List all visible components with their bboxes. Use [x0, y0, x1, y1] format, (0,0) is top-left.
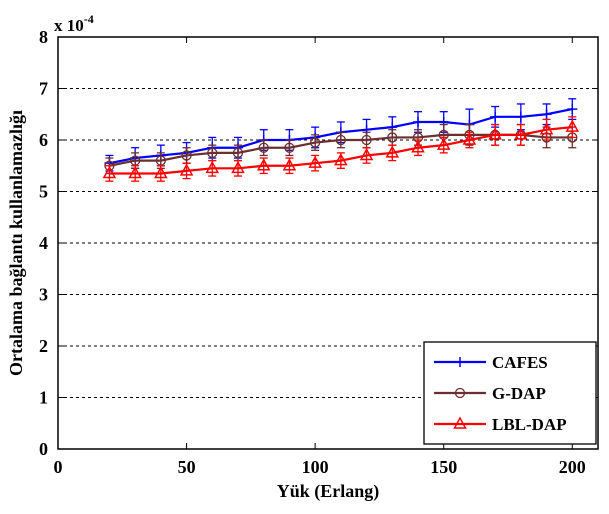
data-point-lbl-dap: [488, 127, 502, 140]
data-point-cafes: [490, 111, 501, 122]
data-point-lbl-dap: [128, 165, 142, 179]
data-point-cafes: [515, 111, 526, 122]
grid-layer: [58, 88, 598, 398]
y-axis-label: Ortalama bağlantı kullanlamazlığı: [6, 110, 26, 376]
data-point-cafes: [567, 104, 578, 115]
y-tick-label: 1: [39, 388, 48, 408]
x-tick-label: 50: [178, 457, 196, 477]
data-point-g-dap: [181, 150, 192, 161]
series-line-lbl-dap: [109, 126, 573, 175]
data-point-g-dap: [361, 134, 372, 146]
y-tick-label: 4: [39, 233, 48, 253]
data-point-lbl-dap: [359, 147, 374, 161]
data-point-g-dap: [309, 137, 321, 148]
y-axis-multiplier: x 10-4: [54, 12, 94, 35]
y-tick-label: 7: [39, 79, 48, 99]
y-tick-label: 6: [39, 130, 48, 150]
data-point-lbl-dap: [308, 155, 322, 168]
data-point-g-dap: [335, 134, 347, 146]
data-point-lbl-dap: [102, 165, 117, 179]
data-point-g-dap: [387, 132, 398, 143]
legend: CAFES G-DAP LBL-DAP: [423, 341, 597, 445]
data-point-lbl-dap: [565, 119, 580, 132]
x-tick-label: 100: [302, 457, 329, 477]
data-point-lbl-dap: [205, 160, 220, 174]
data-point-lbl-dap: [436, 137, 451, 150]
data-point-lbl-dap: [514, 127, 528, 140]
data-point-g-dap: [284, 142, 295, 153]
y-tick-label: 3: [39, 285, 48, 305]
data-point-lbl-dap: [411, 140, 425, 153]
data-point-g-dap: [207, 147, 218, 159]
x-tick-label: 200: [559, 457, 586, 477]
x-tick-label: 150: [430, 457, 457, 477]
legend-label-g-dap: G-DAP: [492, 384, 546, 403]
data-point-lbl-dap: [154, 165, 168, 179]
y-tick-label: 2: [39, 336, 48, 356]
data-point-g-dap: [258, 142, 269, 153]
legend-label-cafes: CAFES: [492, 353, 548, 372]
legend-label-lbl-dap: LBL-DAP: [492, 415, 567, 434]
tick-layer: 0 1 2 3 4 5 6 7 8 0 50 100 150 200: [39, 27, 598, 477]
data-point-lbl-dap: [282, 158, 297, 171]
data-point-lbl-dap: [334, 153, 348, 166]
series-lbl-dap: [102, 116, 580, 182]
y-tick-label: 5: [39, 182, 48, 202]
y-multiplier-base: x 10: [54, 16, 84, 35]
data-point-lbl-dap: [385, 145, 400, 158]
data-point-cafes: [541, 109, 552, 120]
y-tick-label: 8: [39, 27, 48, 47]
data-point-lbl-dap: [462, 132, 477, 145]
series-layer: [102, 98, 580, 182]
x-tick-label: 0: [54, 457, 63, 477]
legend-marker-g-dap: [454, 387, 466, 399]
legend-marker-lbl-dap: [453, 416, 467, 429]
y-multiplier-exponent: -4: [84, 12, 94, 26]
legend-marker-cafes: [455, 357, 465, 367]
data-point-cafes: [413, 116, 423, 127]
x-axis-label: Yük (Erlang): [277, 481, 380, 502]
data-point-lbl-dap: [539, 122, 554, 135]
data-point-g-dap: [232, 147, 244, 159]
data-point-lbl-dap: [256, 158, 271, 171]
y-tick-label: 0: [39, 439, 48, 459]
data-point-lbl-dap: [179, 163, 194, 176]
data-point-lbl-dap: [231, 160, 245, 174]
